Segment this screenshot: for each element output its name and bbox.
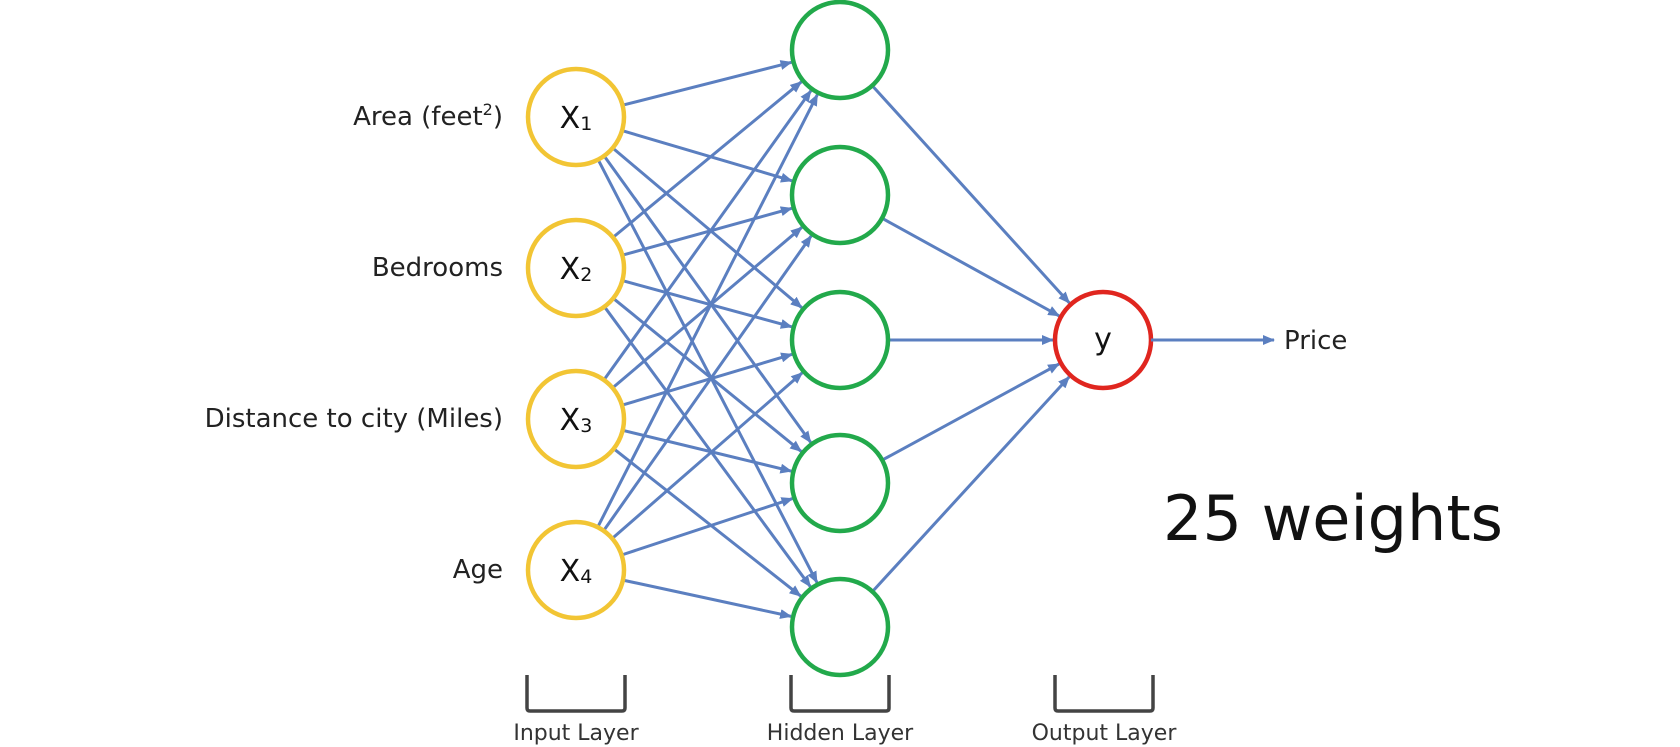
hidden-layer-nodes: [789, 0, 891, 678]
input-node-x1-label: X1: [560, 101, 593, 136]
layer-brackets: [525, 675, 1155, 713]
connection-x1-h2: [621, 129, 793, 183]
connection-x4-h1: [596, 93, 819, 528]
hidden-layer-label: Hidden Layer: [767, 721, 914, 746]
input-node-x3: [525, 368, 627, 470]
connection-x2-h5: [603, 305, 812, 588]
connection-x1-h1: [622, 60, 793, 107]
hidden-node-4: [789, 432, 891, 534]
hidden-layer-bracket: [789, 675, 891, 713]
feature-label-age: Age: [453, 555, 503, 585]
hidden-node-1: [789, 0, 891, 101]
output-layer-bracket: [1053, 675, 1155, 713]
feature-label-bedrooms: Bedrooms: [372, 253, 503, 283]
connection-x4-h4: [621, 497, 794, 557]
hidden-node-2: [789, 144, 891, 246]
input-node-x4: [525, 519, 627, 621]
output-layer-label: Output Layer: [1032, 721, 1178, 746]
connection-x3-h1: [602, 89, 813, 381]
connection-x1-h4: [602, 155, 812, 444]
input-node-x2-label: X2: [560, 252, 593, 287]
connection-h4-y: [881, 362, 1060, 462]
connection-x3-h2: [611, 226, 803, 390]
output-layer: y Price: [1052, 289, 1347, 391]
connection-x2-h3: [621, 279, 793, 329]
connection-x4-h3: [611, 371, 804, 540]
connection-h5-y: [871, 375, 1071, 593]
connection-x1-h3: [611, 146, 803, 309]
connection-x1-h5: [596, 158, 819, 584]
output-label-price: Price: [1284, 326, 1347, 356]
input-node-x3-label: X3: [560, 403, 593, 438]
connection-x2-h2: [621, 206, 793, 257]
connection-x4-h5: [622, 578, 793, 619]
connection-h2-y: [881, 216, 1061, 318]
feature-label-distance: Distance to city (Miles): [205, 404, 503, 434]
input-feature-labels: Area (feet2) Bedrooms Distance to city (…: [205, 100, 503, 585]
connection-x3-h5: [612, 447, 802, 598]
input-node-x2: [525, 217, 627, 319]
hidden-node-5: [789, 576, 891, 678]
connection-x3-h4: [622, 428, 793, 474]
input-node-x1: [525, 66, 627, 168]
connections-group: [596, 60, 1071, 619]
weights-caption: 25 weights: [1163, 482, 1503, 555]
connection-x3-h3: [621, 352, 794, 407]
input-layer-label: Input Layer: [513, 721, 639, 746]
output-node-y-label: y: [1094, 322, 1112, 357]
connection-h1-y: [871, 84, 1071, 305]
hidden-node-3: [789, 289, 891, 391]
input-layer-nodes: X1 X2 X3 X4: [525, 66, 627, 621]
input-node-x4-label: X4: [560, 554, 593, 589]
connection-x4-h2: [602, 235, 813, 532]
input-layer-bracket: [525, 675, 627, 713]
connection-x2-h1: [612, 80, 803, 239]
feature-label-area: Area (feet2): [353, 100, 503, 132]
